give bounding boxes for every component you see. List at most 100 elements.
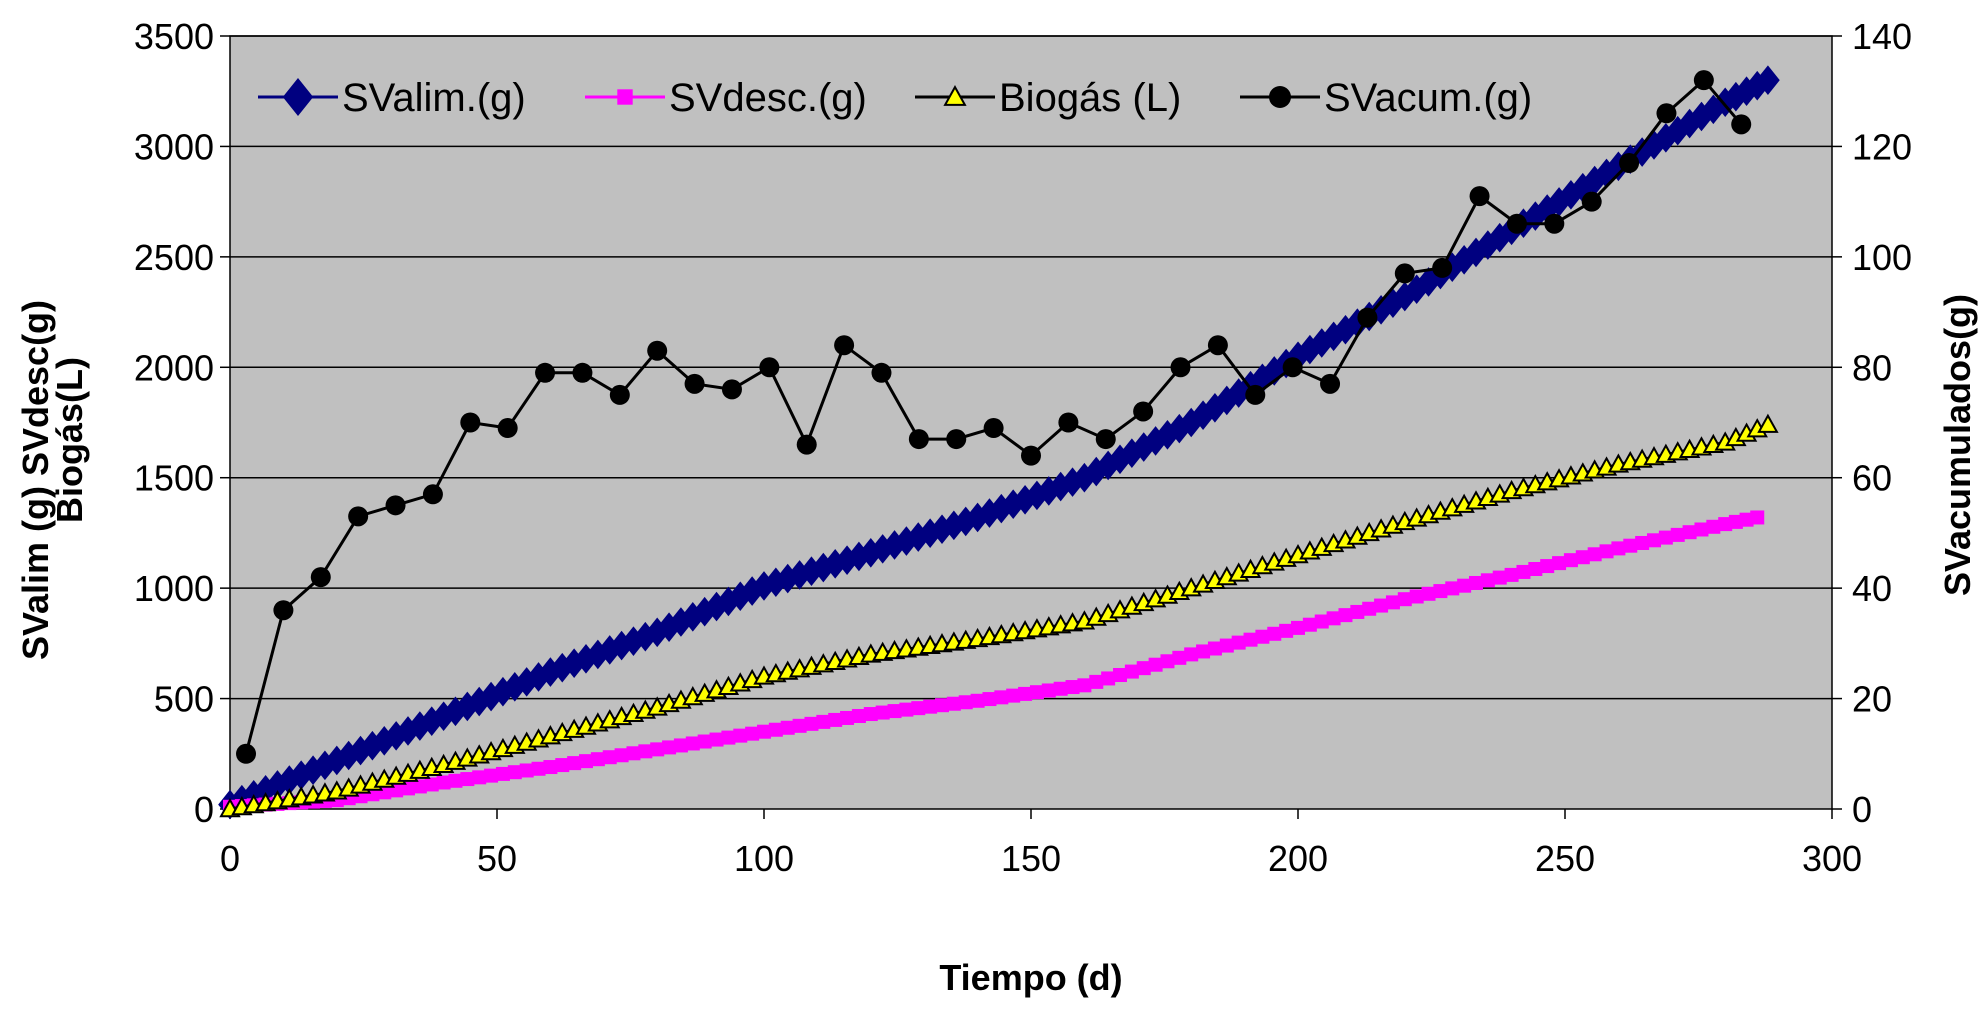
data-point	[1409, 589, 1424, 604]
data-point	[1516, 564, 1531, 579]
data-point	[1445, 581, 1460, 596]
y-right-tick-label: 60	[1852, 458, 1892, 499]
data-point	[1480, 573, 1495, 588]
data-point	[1338, 608, 1353, 623]
data-point	[579, 754, 593, 769]
data-point	[871, 362, 892, 383]
data-point	[1739, 512, 1754, 527]
y-right-tick-label: 20	[1852, 679, 1892, 720]
data-point	[1506, 213, 1527, 234]
data-point	[982, 692, 997, 707]
data-point	[1245, 384, 1266, 405]
series-3	[219, 413, 1779, 818]
data-point	[1394, 263, 1415, 284]
data-point	[626, 746, 641, 761]
data-point	[1469, 186, 1490, 207]
y-left-tick-label: 0	[194, 789, 214, 830]
data-point	[602, 750, 617, 765]
data-point	[899, 702, 914, 717]
data-point	[780, 720, 795, 735]
data-point	[1635, 535, 1650, 550]
data-point	[401, 781, 415, 796]
x-tick-label: 150	[1001, 838, 1061, 879]
data-point	[1611, 541, 1626, 556]
data-point	[709, 732, 724, 747]
data-point	[1362, 601, 1377, 616]
data-point	[768, 722, 783, 737]
data-point	[1728, 514, 1743, 529]
legend-item-4: SVacum.(g)	[1240, 76, 1532, 120]
data-point	[1504, 567, 1519, 582]
y-left-tick-label: 2500	[134, 237, 214, 278]
data-point	[1041, 683, 1056, 698]
data-point	[1757, 413, 1779, 433]
data-point	[1357, 307, 1378, 328]
y-left-tick-label: 1000	[134, 568, 214, 609]
legend-item-3: Biogás (L)	[915, 76, 1181, 120]
data-point	[609, 384, 630, 405]
data-point	[1243, 632, 1258, 647]
data-point	[1170, 357, 1191, 378]
data-point	[424, 777, 439, 792]
legend-label: SVacum.(g)	[1324, 76, 1532, 120]
data-point	[1267, 626, 1282, 641]
data-point	[745, 726, 760, 741]
data-point	[1540, 559, 1555, 574]
data-point	[721, 379, 742, 400]
data-point	[840, 710, 855, 725]
data-point	[1587, 547, 1602, 562]
data-point	[422, 484, 443, 505]
legend-marker	[943, 85, 967, 106]
data-point	[310, 567, 331, 588]
data-point	[1021, 445, 1041, 466]
legend-marker	[1269, 86, 1291, 108]
data-point	[555, 758, 570, 773]
data-point	[531, 761, 546, 776]
series-4	[236, 70, 1752, 764]
data-point	[1706, 519, 1721, 534]
data-point	[436, 775, 451, 790]
y-axis-left-title-line2: Biogás(L)	[49, 357, 90, 523]
data-point	[908, 429, 929, 450]
data-point	[1255, 629, 1270, 644]
data-point	[460, 412, 481, 433]
data-point	[1279, 623, 1294, 638]
data-point	[816, 714, 831, 729]
data-point	[1397, 592, 1412, 607]
data-point	[448, 773, 463, 788]
y-right-tick-label: 140	[1852, 16, 1912, 57]
legend-label: SValim.(g)	[342, 76, 526, 120]
data-point	[1065, 680, 1080, 695]
y-right-tick-label: 120	[1852, 126, 1912, 167]
y-axis-left-title-line1: SValim (g) SVdesc(g)	[15, 300, 56, 660]
data-point	[495, 766, 510, 781]
data-point	[1095, 429, 1116, 450]
data-point	[1457, 578, 1472, 593]
data-point	[1599, 544, 1614, 559]
legend-label: SVdesc.(g)	[669, 76, 867, 120]
data-point	[970, 693, 985, 708]
data-point	[1670, 527, 1685, 542]
data-point	[1326, 611, 1341, 626]
data-point	[1207, 641, 1222, 656]
y-axis-right-title: SVacumulados(g)	[1937, 294, 1978, 596]
data-point	[796, 434, 817, 455]
x-tick-label: 50	[477, 838, 517, 879]
data-point	[348, 506, 369, 527]
x-tick-label: 200	[1268, 838, 1328, 879]
data-point	[1089, 674, 1104, 689]
data-point	[412, 779, 427, 794]
x-tick-label: 300	[1802, 838, 1862, 879]
data-point	[733, 728, 748, 743]
data-point	[662, 740, 677, 755]
data-point	[863, 707, 878, 722]
axes: 0500100015002000250030003500020406080100…	[134, 16, 1912, 879]
data-point	[1731, 114, 1752, 135]
data-point	[572, 362, 593, 383]
data-point	[1544, 213, 1565, 234]
data-point	[1718, 517, 1733, 532]
data-point	[484, 768, 499, 783]
data-point	[1552, 556, 1567, 571]
data-point	[983, 418, 1004, 439]
